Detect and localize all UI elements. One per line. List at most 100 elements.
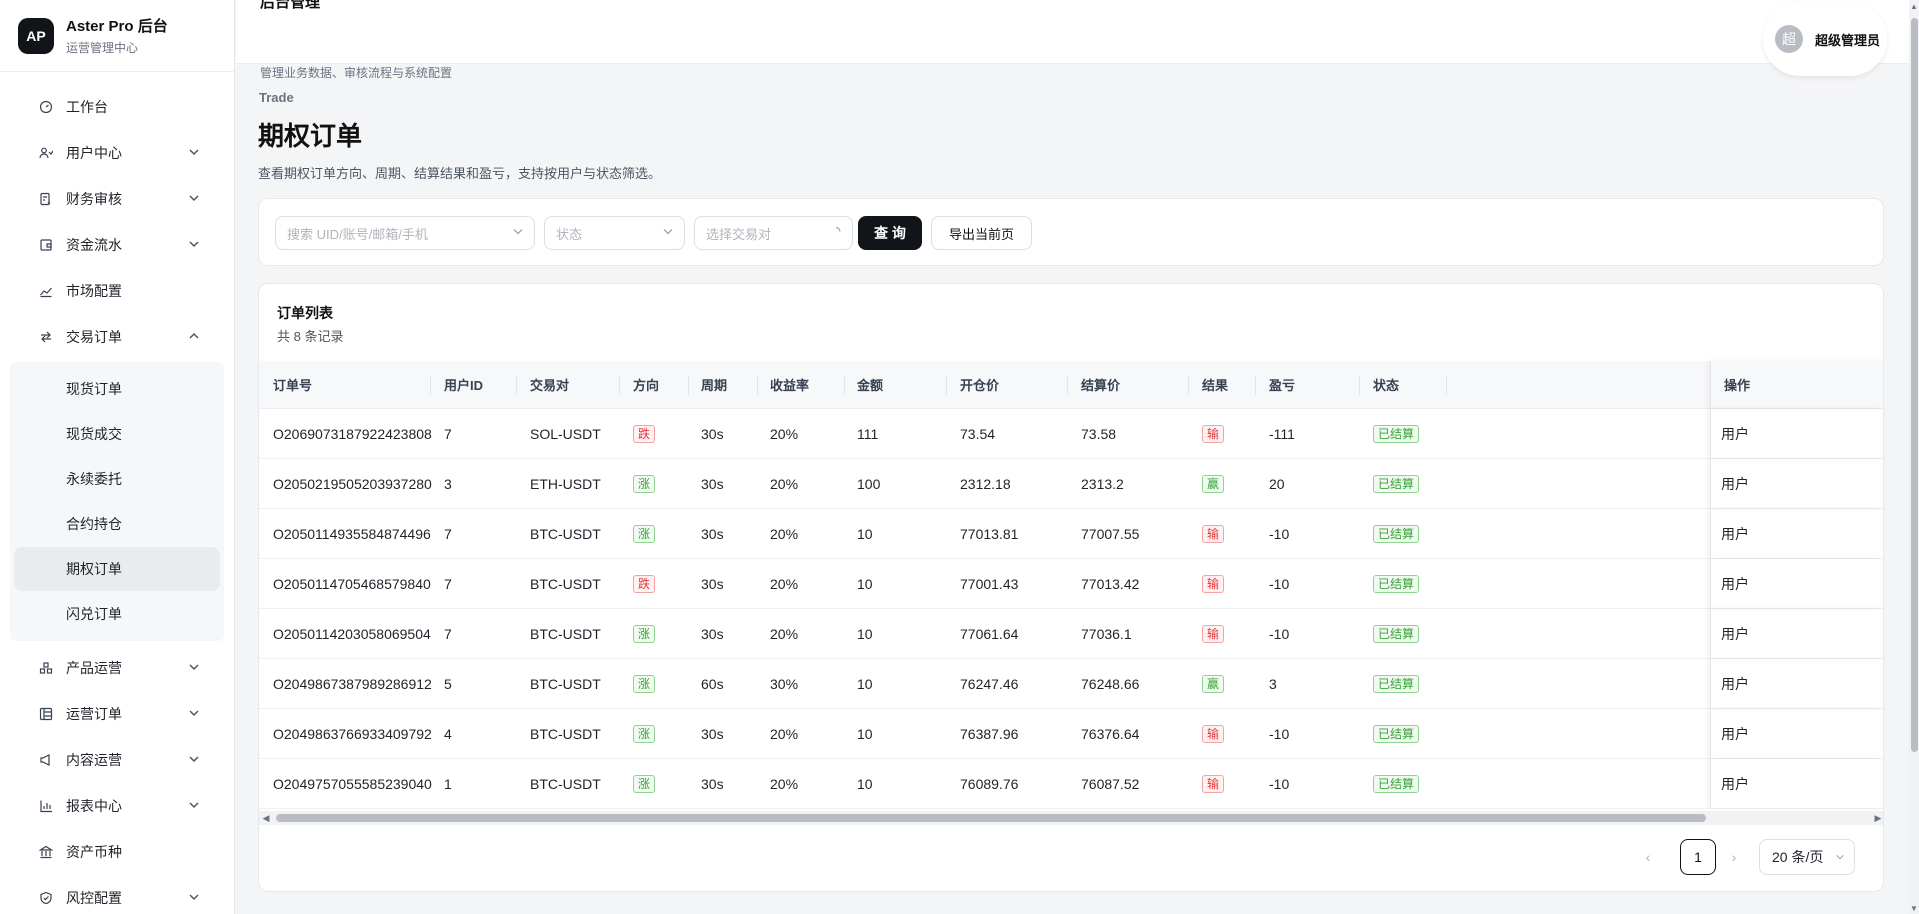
column-header-pnl[interactable]: 盈亏 [1269,378,1296,393]
scroll-left-icon[interactable]: ◀ [262,813,270,823]
cell: 用户 [1721,759,1749,808]
cell-pnl: -10 [1269,525,1290,542]
column-header-user-id[interactable]: 用户ID [444,378,484,393]
sidebar-item[interactable]: 财务审核 [10,176,224,222]
chevron-down-icon [188,798,200,814]
search-input[interactable]: 搜索 UID/账号/邮箱/手机 [275,216,535,250]
cell: 赢 [1202,659,1225,708]
status-badge: 已结算 [1373,424,1420,443]
column-header-period[interactable]: 周期 [701,378,728,393]
brand-subtitle: 运营管理中心 [66,41,139,55]
sidebar-item[interactable]: 工作台 [10,84,224,130]
avatar: 超 [1775,25,1803,53]
cell: 10 [857,609,873,658]
sidebar-subitem[interactable]: 闪兑订单 [66,606,122,622]
user-link[interactable]: 用户 [1721,675,1749,692]
cell-open-price: 76247.46 [960,675,1019,692]
table-row[interactable]: O2069073187922423808 7 SOL-USDT 跌 30s 20% 111 7… [259,409,1883,459]
sidebar-item-label: 产品运营 [66,660,122,676]
table-row[interactable]: O2050114935584874496 7 BTC-USDT 涨 30s 20% 10 77… [259,509,1883,559]
status-badge: 已结算 [1373,724,1420,743]
column-header-action[interactable]: 操作 [1724,378,1751,393]
user-link[interactable]: 用户 [1721,775,1749,792]
table-row[interactable]: O2049757055585239040 1 BTC-USDT 涨 30s 20% 10 76… [259,759,1883,809]
cell-pair: BTC-USDT [530,725,601,742]
sidebar-subitem[interactable]: 合约持仓 [66,516,122,532]
column-header-amount[interactable]: 金额 [857,378,884,393]
column-header-status[interactable]: 状态 [1373,378,1400,393]
sidebar-subitem[interactable]: 期权订单 [14,547,220,591]
column-header-result[interactable]: 结果 [1202,378,1229,393]
sidebar-item[interactable]: 内容运营 [10,737,224,783]
cell-settle-price: 76248.66 [1081,675,1140,692]
sidebar-item[interactable]: 交易订单 [10,314,224,360]
scroll-up-icon[interactable]: ▲ [1910,2,1918,11]
cell: -10 [1269,509,1289,558]
sidebar-item[interactable]: 运营订单 [10,691,224,737]
cell: 30s [701,759,724,808]
cell: 输 [1202,709,1225,758]
export-button[interactable]: 导出当前页 [931,216,1032,250]
column-header-direction[interactable]: 方向 [633,378,660,393]
cell-pair: BTC-USDT [530,675,601,692]
sidebar-item[interactable]: 资产币种 [10,829,224,875]
page-current[interactable]: 1 [1680,839,1716,875]
query-button[interactable]: 查 询 [858,216,922,250]
scroll-down-icon[interactable]: ▼ [1910,904,1918,913]
table-row[interactable]: O2050219505203937280 3 ETH-USDT 涨 30s 20% 100 2… [259,459,1883,509]
pair-select[interactable]: 选择交易对 [694,216,853,250]
chevron-up-icon [188,329,200,345]
scroll-thumb[interactable] [1911,18,1918,752]
table-row[interactable]: O2049867387989286912 5 BTC-USDT 涨 60s 30% 10 76… [259,659,1883,709]
scroll-right-icon[interactable]: ▶ [1874,813,1882,823]
sidebar-item[interactable]: 报表中心 [10,783,224,829]
user-link[interactable]: 用户 [1721,525,1749,542]
user-menu[interactable]: 超 超级管理员 [1763,2,1887,76]
table-row[interactable]: O2049863766933409792 4 BTC-USDT 涨 30s 20% 10 76… [259,709,1883,759]
cell: 20% [770,509,798,558]
cell-order-id: O2049863766933409792 [273,725,432,742]
cell: BTC-USDT [530,759,601,808]
cell-period: 30s [701,425,724,442]
table-row[interactable]: O2050114203058069504 7 BTC-USDT 涨 30s 20% 10 77… [259,609,1883,659]
column-header-pair[interactable]: 交易对 [530,378,570,393]
scroll-thumb[interactable] [276,814,1706,822]
sidebar-item[interactable]: 产品运营 [10,645,224,691]
order-table-card: 订单列表 共 8 条记录 订单号 用户ID 交易对 方向 周期 收益率 金额 开仓价 结算价 结果… [258,283,1884,892]
cell-order-id: O2050114935584874496 [273,525,431,542]
column-separator [946,375,947,395]
brand-text: Aster Pro 后台 运营管理中心 [66,15,168,56]
sidebar-item[interactable]: 市场配置 [10,268,224,314]
prev-page-icon[interactable]: ‹ [1645,849,1651,865]
sidebar-subitem[interactable]: 现货订单 [66,381,122,397]
action-column-divider [1710,459,1883,508]
result-tag: 输 [1202,524,1225,543]
user-link[interactable]: 用户 [1721,425,1749,442]
sidebar-subitem[interactable]: 现货成交 [66,426,122,442]
status-select[interactable]: 状态 [544,216,685,250]
user-link[interactable]: 用户 [1721,725,1749,742]
sidebar-item[interactable]: 风控配置 [10,875,224,914]
page-size-select[interactable]: 20 条/页 [1759,839,1855,875]
next-page-icon[interactable]: › [1731,849,1737,865]
sidebar-item[interactable]: 用户中心 [10,130,224,176]
user-link[interactable]: 用户 [1721,625,1749,642]
column-header-yield[interactable]: 收益率 [770,378,810,393]
sidebar-item[interactable]: 资金流水 [10,222,224,268]
cell-order-id: O2050219505203937280 [273,475,432,492]
user-link[interactable]: 用户 [1721,575,1749,592]
user-link[interactable]: 用户 [1721,475,1749,492]
cell: 用户 [1721,509,1749,558]
column-header-open-price[interactable]: 开仓价 [960,378,1000,393]
table-row[interactable]: O2050114705468579840 7 BTC-USDT 跌 30s 20% 10 77… [259,559,1883,609]
vertical-scrollbar[interactable]: ▲ ▼ [1909,0,1919,914]
cell-settle-price: 77036.1 [1081,625,1132,642]
result-tag: 输 [1202,774,1225,793]
sidebar-item-label: 运营订单 [66,706,122,722]
cell-amount: 10 [857,775,873,792]
column-header-settle-price[interactable]: 结算价 [1081,378,1121,393]
sidebar-subitem[interactable]: 永续委托 [66,471,122,487]
horizontal-scrollbar[interactable]: ◀ ▶ [259,811,1883,825]
column-header-order-id[interactable]: 订单号 [273,378,313,393]
cell: 30s [701,509,724,558]
